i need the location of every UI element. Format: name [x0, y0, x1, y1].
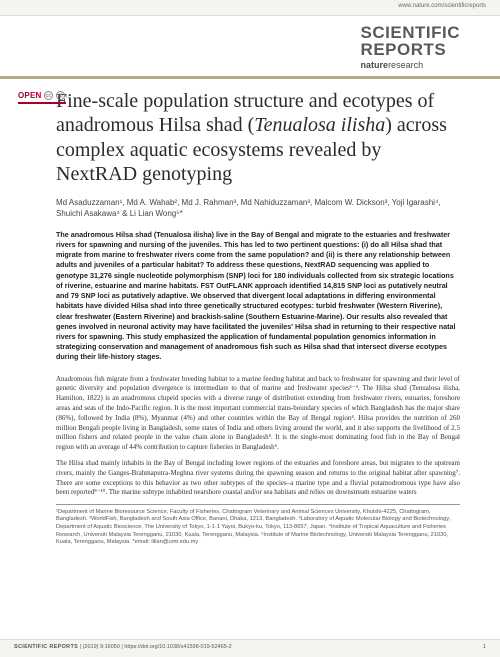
- journal-name: SCIENTIFIC REPORTS: [361, 24, 460, 58]
- publisher-bold: nature: [361, 60, 389, 70]
- body-paragraph-1: Anadromous fish migrate from a freshwate…: [56, 375, 460, 453]
- title-species: Tenualosa ilisha: [254, 114, 385, 136]
- url-bar: www.nature.com/scientificreports: [0, 0, 500, 16]
- author-list: Md Asaduzzaman¹, Md A. Wahab², Md J. Rah…: [56, 197, 460, 220]
- affiliation-rule: [56, 504, 460, 505]
- main-content: OPEN cc ① Fine-scale population structur…: [0, 79, 500, 547]
- journal-header: SCIENTIFIC REPORTS natureresearch: [0, 16, 500, 74]
- footer-left: SCIENTIFIC REPORTS | (2019) 9:16050 | ht…: [14, 644, 232, 657]
- footer-brand: SCIENTIFIC REPORTS: [14, 644, 78, 650]
- article-title: Fine-scale population structure and ecot…: [56, 89, 460, 187]
- footer-citation: (2019) 9:16050 | https://doi.org/10.1038…: [83, 644, 232, 650]
- footer-page: 1: [483, 644, 486, 657]
- affiliations: ¹Department of Marine Bioresource Scienc…: [56, 509, 460, 547]
- cc-icon: cc: [44, 91, 53, 100]
- journal-logo-block: SCIENTIFIC REPORTS natureresearch: [361, 24, 460, 70]
- body-paragraph-2: The Hilsa shad mainly inhabits in the Ba…: [56, 459, 460, 498]
- open-access-label: OPEN cc ①: [18, 91, 66, 104]
- cc-by-icon: ①: [56, 91, 65, 100]
- open-text: OPEN: [18, 91, 41, 100]
- page-url: www.nature.com/scientificreports: [398, 3, 486, 9]
- publisher-rest: research: [388, 60, 423, 70]
- journal-name-part2: REPORTS: [361, 40, 447, 59]
- abstract: The anadromous Hilsa shad (Tenualosa ili…: [56, 230, 460, 363]
- page-footer: SCIENTIFIC REPORTS | (2019) 9:16050 | ht…: [0, 639, 500, 657]
- publisher-name: natureresearch: [361, 60, 460, 70]
